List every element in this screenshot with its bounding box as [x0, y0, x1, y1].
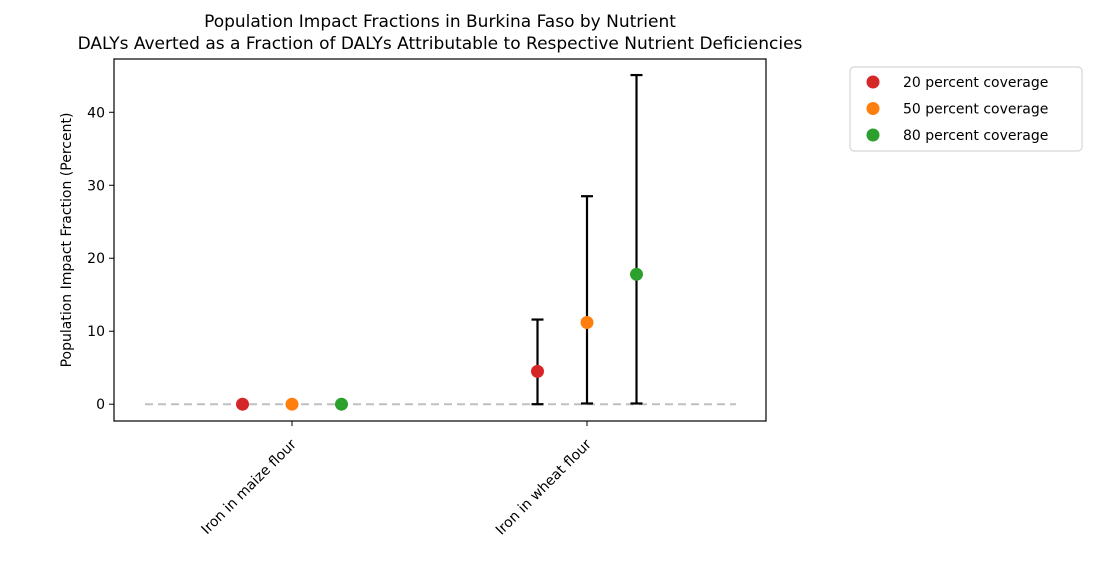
legend-marker	[866, 102, 880, 115]
y-tick-label: 0	[96, 397, 105, 413]
chart-subtitle: DALYs Averted as a Fraction of DALYs Att…	[78, 34, 803, 54]
data-point	[630, 267, 643, 281]
y-tick-label: 40	[87, 105, 105, 121]
plot-frame	[113, 58, 767, 422]
legend-marker	[866, 75, 880, 89]
chart-title: Population Impact Fractions in Burkina F…	[204, 12, 676, 32]
y-axis-label: Population Impact Fraction (Percent)	[59, 113, 75, 368]
legend-label: 20 percent coverage	[903, 75, 1048, 91]
y-tick-label: 20	[87, 251, 105, 267]
data-point	[236, 397, 249, 411]
y-tick-label: 30	[87, 178, 105, 194]
legend-box	[849, 66, 1083, 152]
legend-marker	[866, 128, 880, 142]
data-point	[335, 397, 348, 411]
y-tick-label: 10	[87, 324, 105, 340]
data-point	[580, 315, 594, 329]
x-tick-label: Iron in maize flour	[199, 436, 300, 537]
data-point	[531, 364, 544, 378]
plot-area: 0 10 20 30 40 Iron in maize flour Iron in whea…	[87, 58, 767, 538]
legend-label: 80 percent coverage	[903, 128, 1048, 144]
legend-label: 50 percent coverage	[903, 102, 1048, 118]
legend: 20 percent coverage 50 percent coverage 80…	[849, 66, 1083, 152]
x-tick-label: Iron in wheat flour	[493, 436, 595, 538]
data-point	[285, 397, 299, 411]
